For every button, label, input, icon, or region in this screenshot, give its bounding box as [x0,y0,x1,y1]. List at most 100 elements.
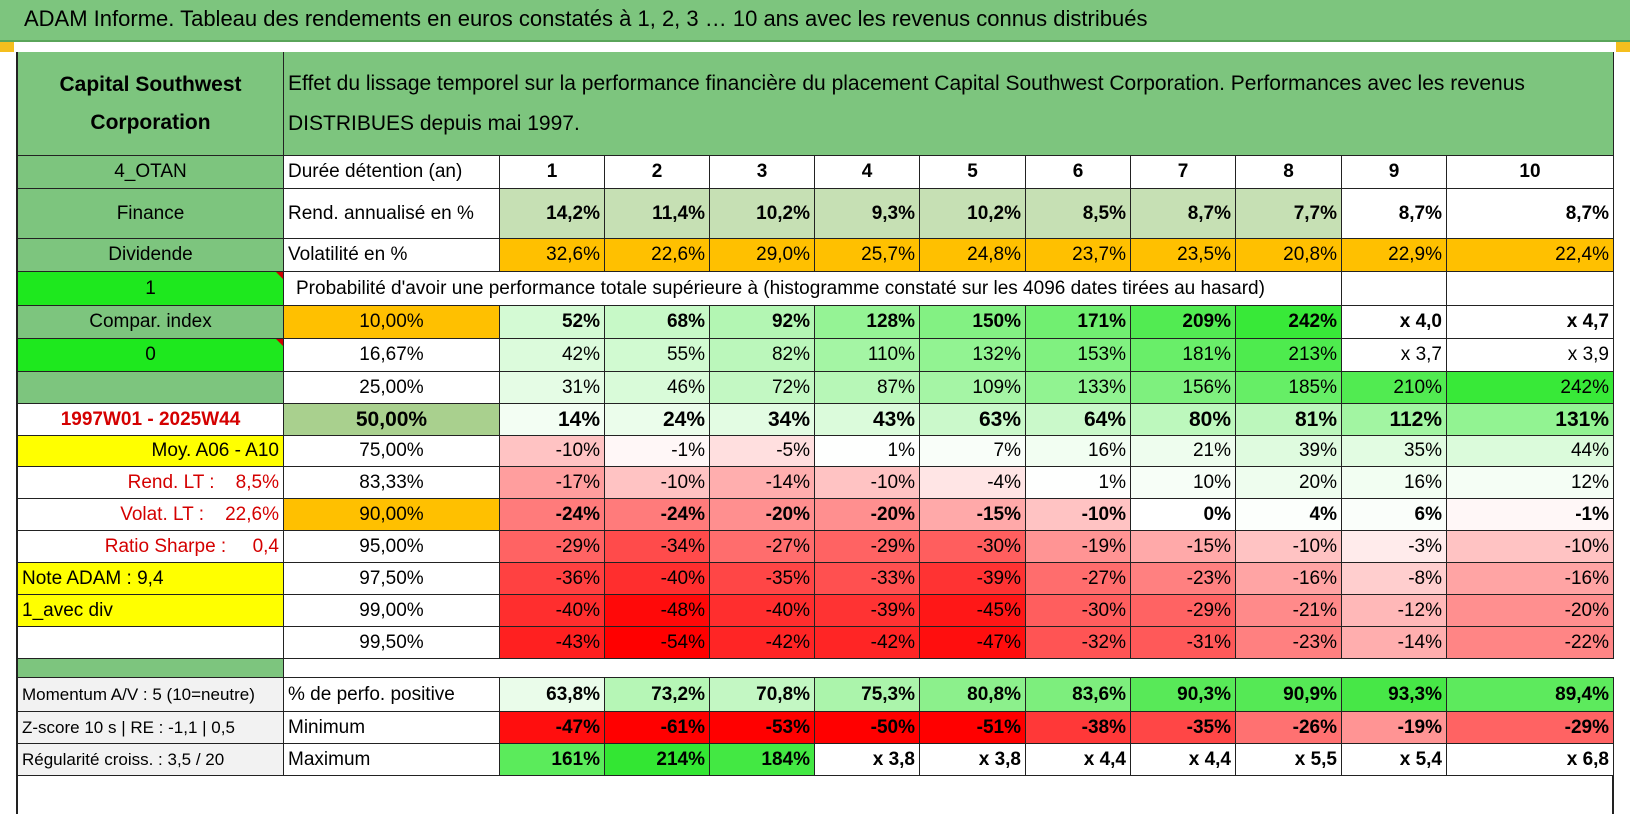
quantile-cell: 35% [1342,436,1447,467]
quantile-cell: -24% [500,499,605,531]
company-name: Capital Southwest Corporation [18,52,284,156]
quantile-cell: -21% [1236,595,1342,627]
quantile-cell: -29% [815,531,920,563]
quantile-cell: -10% [1236,531,1342,563]
duration-header: 5 [920,156,1026,189]
rend-value: 10,2% [920,189,1026,239]
quantile-cell: -23% [1131,563,1236,595]
quantile-cell: -47% [920,627,1026,659]
quantile-cell: 92% [710,306,815,339]
quantile-cell: -45% [920,595,1026,627]
quantile-cell: 42% [500,339,605,372]
quantile-cell: -10% [605,467,710,499]
quantile-label: 83,33% [284,467,500,499]
bottom-cell: 90,3% [1131,678,1236,712]
bottom-label: % de perfo. positive [284,678,500,712]
quantile-cell: -34% [605,531,710,563]
quantile-cell: 44% [1447,436,1614,467]
quantile-cell: -8% [1342,563,1447,595]
quantile-cell: 46% [605,372,710,404]
quantile-cell: 72% [710,372,815,404]
quantile-cell: -5% [710,436,815,467]
quantile-cell: -48% [605,595,710,627]
bottom-cell: x 3,8 [920,744,1026,776]
quantile-cell: 150% [920,306,1026,339]
rend-value: 11,4% [605,189,710,239]
quantile-cell: 87% [815,372,920,404]
quantile-label: 95,00% [284,531,500,563]
bottom-cell: x 5,4 [1342,744,1447,776]
quantile-cell: 213% [1236,339,1342,372]
quantile-cell: 80% [1131,404,1236,436]
quantile-label: 99,00% [284,595,500,627]
quantile-cell: 39% [1236,436,1342,467]
quantile-cell: -30% [1026,595,1131,627]
quantile-cell: 209% [1131,306,1236,339]
bottom-cell: x 6,8 [1447,744,1614,776]
bottom-cell: -61% [605,712,710,744]
rend-label: Rend. annualisé en % [284,189,500,239]
rend-value: 8,5% [1026,189,1131,239]
rend-value: 8,7% [1447,189,1614,239]
bottom-cell: -29% [1447,712,1614,744]
quantile-cell: 10% [1131,467,1236,499]
left-yellow-marker [0,42,14,52]
quantile-cell: -22% [1447,627,1614,659]
bottom-cell: 63,8% [500,678,605,712]
quantile-cell: 132% [920,339,1026,372]
quantile-label: 25,00% [284,372,500,404]
bottom-cell: 83,6% [1026,678,1131,712]
quantile-cell: -14% [710,467,815,499]
quantile-label: 16,67% [284,339,500,372]
quantile-cell: 171% [1026,306,1131,339]
quantile-cell: -39% [815,595,920,627]
bottom-cell: 89,4% [1447,678,1614,712]
rend-value: 14,2% [500,189,605,239]
rend-lt-label: Rend. LT : 8,5% [18,467,284,499]
separator-blank [284,659,1614,678]
quantile-cell: -19% [1026,531,1131,563]
duration-header: 2 [605,156,710,189]
quantile-cell: -29% [500,531,605,563]
bottom-cell: 93,3% [1342,678,1447,712]
quantile-cell: -35% [710,563,815,595]
quantile-label: 99,50% [284,627,500,659]
quantile-cell: -31% [1131,627,1236,659]
duration-header: 9 [1342,156,1447,189]
quantile-cell: 43% [815,404,920,436]
report-title-bar: ADAM Informe. Tableau des rendements en … [0,0,1630,42]
vol-label: Volatilité en % [284,239,500,272]
quantile-cell: -4% [920,467,1026,499]
avec-div-label: 1_avec div [18,595,284,627]
quantile-cell: -42% [710,627,815,659]
vol-value: 20,8% [1236,239,1342,272]
quantile-cell: 112% [1342,404,1447,436]
quantile-cell: 82% [710,339,815,372]
quantile-cell: -20% [710,499,815,531]
bottom-cell: x 4,4 [1131,744,1236,776]
probability-title: Probabilité d'avoir une performance tota… [284,272,1342,306]
quantile-cell: 181% [1131,339,1236,372]
description: Effet du lissage temporel sur la perform… [284,52,1614,156]
quantile-label: 90,00% [284,499,500,531]
quantile-cell: -27% [1026,563,1131,595]
quantile-cell: -17% [500,467,605,499]
probability-title-blank-10 [1447,272,1614,306]
quantile-cell: 0% [1131,499,1236,531]
quantile-cell: 1% [815,436,920,467]
quantile-cell: x 3,9 [1447,339,1614,372]
quantile-cell: -39% [920,563,1026,595]
vol-value: 22,4% [1447,239,1614,272]
quantile-cell: -20% [815,499,920,531]
bottom-label: Minimum [284,712,500,744]
bottom-cell: 75,3% [815,678,920,712]
vol-value: 22,9% [1342,239,1447,272]
quantile-cell: -14% [1342,627,1447,659]
vol-value: 25,7% [815,239,920,272]
quantile-cell: -23% [1236,627,1342,659]
quantile-cell: -40% [605,563,710,595]
duration-header: 7 [1131,156,1236,189]
right-yellow-marker [1616,42,1630,52]
quantile-cell: -16% [1236,563,1342,595]
quantile-label: 75,00% [284,436,500,467]
